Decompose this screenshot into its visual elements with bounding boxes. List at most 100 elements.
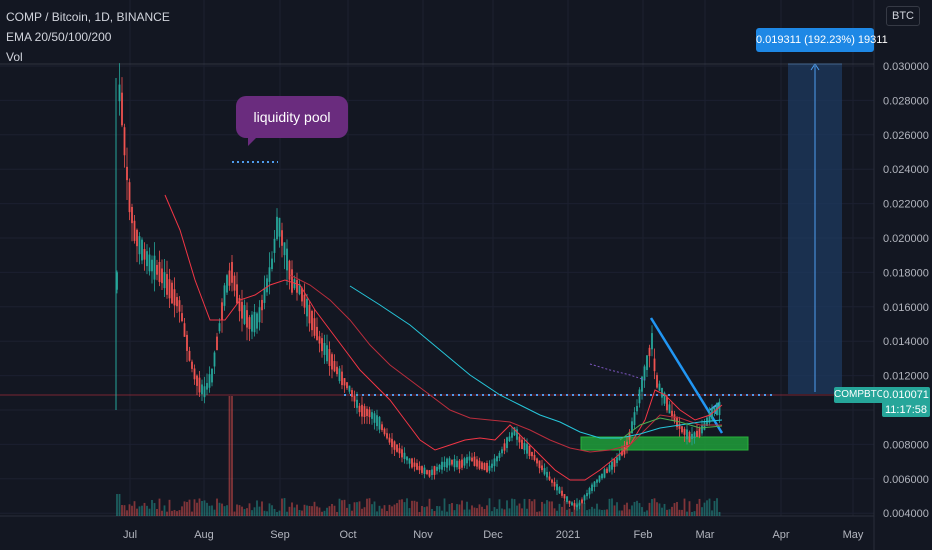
volume-bar [608, 498, 611, 516]
time-axis[interactable]: Jul Aug Sep Oct Nov Dec 2021 Feb Mar Apr May [123, 529, 864, 541]
candle-body [713, 407, 716, 413]
candle-body [368, 409, 371, 418]
volume-bar [713, 500, 716, 516]
volume-bar [168, 499, 171, 516]
candle-body [698, 428, 701, 437]
volume-bar [248, 503, 251, 516]
volume-bar [386, 511, 388, 516]
volume-bar [458, 504, 461, 516]
candle-body [203, 386, 206, 398]
price-tick-label: 0.014000 [883, 336, 929, 348]
volume-bar [376, 511, 378, 516]
candle-body [618, 453, 621, 461]
candle-body [331, 354, 333, 370]
candle-body [366, 408, 368, 417]
support-zone[interactable] [580, 436, 749, 451]
volume-bar [561, 506, 563, 516]
candle-body [138, 236, 141, 255]
candle-body [163, 272, 166, 289]
candle-body [338, 368, 341, 382]
candle-body [403, 452, 406, 460]
volume-bar [118, 494, 121, 516]
volume-bar [178, 510, 181, 516]
volume-bar [556, 510, 558, 516]
candle-body [213, 352, 216, 367]
volume-indicator-label[interactable]: Vol [6, 50, 23, 64]
volume-bar [601, 509, 603, 516]
volume-bar [233, 511, 236, 516]
volume-bar [453, 510, 456, 516]
volume-bar [716, 498, 718, 516]
volume-bar [673, 503, 676, 516]
volume-bar [711, 510, 713, 516]
candle-body [641, 376, 643, 392]
volume-bar [211, 505, 213, 516]
volume-bar [433, 511, 436, 516]
volume-bar [436, 505, 438, 516]
volume-bar [158, 498, 161, 516]
candle-body [241, 301, 243, 319]
volume-bar [666, 509, 668, 516]
candle-body [551, 479, 553, 483]
candle-body [421, 466, 423, 473]
candle-body [151, 259, 153, 272]
volume-bar [573, 504, 576, 516]
candle-body [418, 466, 421, 471]
volume-bar [148, 508, 151, 516]
candle-body [326, 345, 328, 362]
candle-body [388, 437, 391, 443]
volume-bar [181, 506, 183, 516]
volume-bar [553, 508, 556, 516]
candle-body [691, 433, 693, 440]
current-price-value: 0.010071 [882, 387, 930, 403]
volume-bar [141, 505, 143, 516]
volume-bar [521, 508, 523, 516]
price-tick-label: 0.016000 [883, 302, 929, 314]
candle-body [231, 262, 233, 283]
price-axis[interactable]: 0.030000 0.028000 0.026000 0.024000 0.022000… [883, 61, 929, 520]
candle-body [176, 297, 178, 307]
candle-body [588, 488, 591, 495]
candle-body [398, 448, 401, 454]
symbol-title[interactable]: COMP / Bitcoin, 1D, BINANCE [6, 10, 170, 24]
volume-bar [513, 499, 516, 516]
candle-body [658, 383, 661, 391]
candle-body [563, 494, 566, 499]
candle-body [498, 452, 501, 458]
candle-body [263, 287, 266, 303]
ema-50-line [289, 274, 722, 453]
candles [115, 63, 721, 511]
volume-bar [603, 509, 606, 516]
candle-body [481, 462, 483, 470]
candle-body [266, 278, 268, 293]
candle-body [193, 368, 196, 380]
volume-bar [238, 505, 241, 516]
candle-body [596, 479, 598, 483]
volume-bar [618, 510, 621, 516]
price-tick-label: 0.020000 [883, 233, 929, 245]
ema-indicator-label[interactable]: EMA 20/50/100/200 [6, 30, 112, 44]
candle-body [393, 441, 396, 450]
time-tick-label: May [843, 529, 864, 541]
candle-body [526, 443, 528, 454]
candle-body [426, 470, 428, 475]
volume-bar [128, 504, 131, 516]
candle-body [346, 382, 348, 389]
candle-body [371, 412, 373, 419]
volume-bar [351, 510, 353, 516]
candle-body [153, 255, 156, 280]
volume-bar [216, 498, 218, 516]
candle-body [373, 413, 376, 423]
candle-body [308, 304, 311, 324]
liquidity-pool-callout[interactable]: liquidity pool [236, 96, 348, 138]
candle-body [221, 302, 223, 321]
candle-body [521, 439, 523, 450]
volume-bar [571, 511, 573, 516]
currency-badge[interactable]: BTC [886, 6, 920, 26]
candle-body [643, 366, 646, 381]
volume-bar [166, 511, 168, 516]
candle-body [626, 441, 628, 448]
volume-bar [466, 501, 468, 516]
volume-bar [161, 510, 163, 516]
